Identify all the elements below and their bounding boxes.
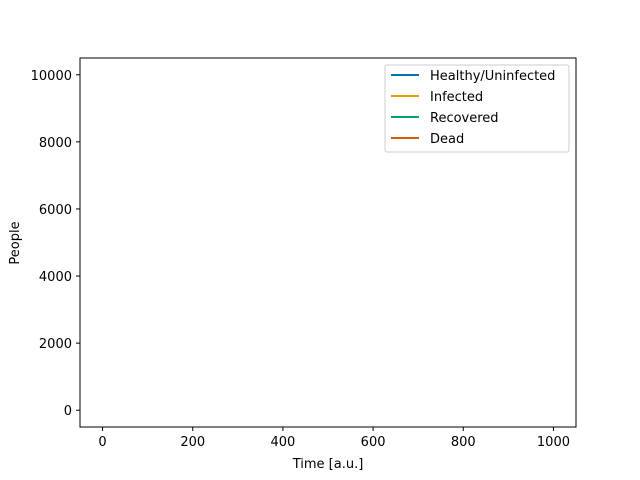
- x-axis-label: Time [a.u.]: [292, 457, 364, 472]
- x-tick-label: 200: [180, 435, 205, 450]
- y-tick-label: 2000: [39, 337, 72, 352]
- x-tick-label: 400: [270, 435, 295, 450]
- x-tick-label: 800: [451, 435, 476, 450]
- plot-frame: [79, 57, 577, 428]
- x-tick-label: 1000: [537, 435, 570, 450]
- legend-label: Recovered: [430, 111, 499, 126]
- y-tick-label: 6000: [39, 203, 72, 218]
- legend: Healthy/Uninfected Infected Recovered Dead: [384, 64, 570, 153]
- y-tick-label: 10000: [31, 69, 72, 84]
- y-axis-label: People: [8, 221, 23, 264]
- y-tick-label: 8000: [39, 136, 72, 151]
- legend-box: [384, 64, 570, 153]
- y-tick-label: 4000: [39, 270, 72, 285]
- x-tick-label: 600: [361, 435, 386, 450]
- x-tick-label: 0: [98, 435, 106, 450]
- legend-label: Healthy/Uninfected: [430, 69, 555, 84]
- y-tick-label: 0: [64, 404, 72, 419]
- legend-label: Dead: [430, 132, 464, 147]
- legend-label: Infected: [430, 90, 483, 105]
